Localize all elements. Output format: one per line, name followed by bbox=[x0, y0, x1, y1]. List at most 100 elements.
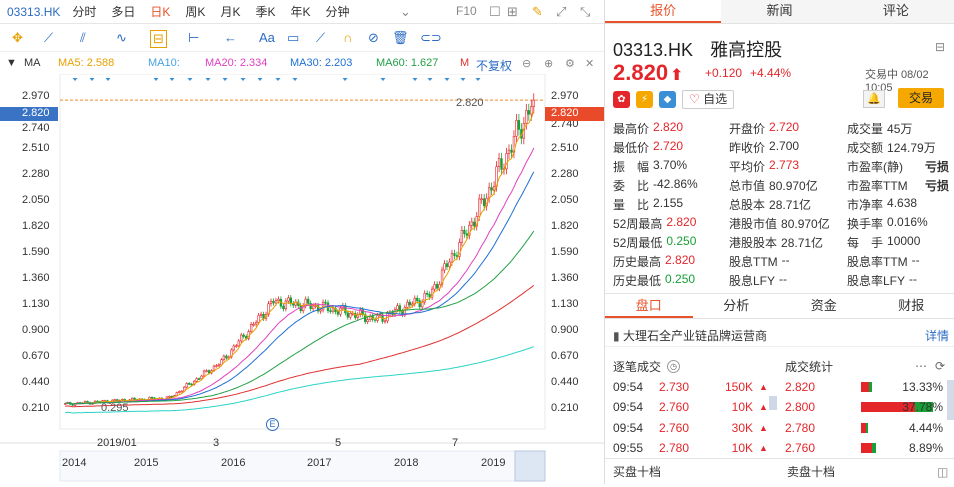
channel-tool-icon[interactable]: ⫽ bbox=[80, 30, 86, 46]
stat-value: 2.773 bbox=[769, 158, 799, 175]
watchlist-button[interactable]: ♡ 自选 bbox=[682, 90, 734, 109]
tab-financials[interactable]: 财报 bbox=[868, 294, 954, 318]
tab-funds[interactable]: 资金 bbox=[780, 294, 868, 318]
candle-body bbox=[449, 262, 451, 267]
scrollbar-thumb-right[interactable] bbox=[947, 380, 954, 420]
x-label: 5 bbox=[335, 437, 341, 449]
event-dot bbox=[381, 78, 386, 81]
close-icon[interactable]: ✕ bbox=[585, 57, 594, 70]
candle-body bbox=[451, 254, 453, 263]
trade-button[interactable]: 交易 bbox=[898, 88, 944, 108]
candle-body bbox=[511, 150, 513, 152]
stock-title: 03313.HK 雅高控股 bbox=[613, 36, 782, 62]
minus-icon[interactable]: ⊖ bbox=[522, 57, 531, 70]
kline-chart[interactable]: 2.970 2.740 2.510 2.280 2.050 1.820 1.59… bbox=[0, 74, 604, 484]
y-tick-left: 0.670 bbox=[22, 350, 50, 362]
tab-comments[interactable]: 评论 bbox=[838, 0, 954, 23]
event-dot bbox=[343, 78, 348, 81]
sell-depth-tab[interactable]: 卖盘十档 bbox=[787, 463, 835, 480]
settings-icon[interactable]: ⚙ bbox=[565, 57, 575, 70]
alert-button[interactable]: 🔔 bbox=[863, 90, 885, 108]
stat-label: 换手率 bbox=[847, 215, 883, 232]
arrow-tool-icon[interactable]: ← bbox=[224, 30, 237, 45]
expand-icon[interactable]: ⤢ bbox=[556, 4, 566, 20]
collapse-indicator-icon[interactable]: ▼ bbox=[6, 57, 17, 69]
f10-button[interactable]: F10 bbox=[456, 4, 477, 18]
wave-tool-icon[interactable]: ∿ bbox=[116, 30, 127, 46]
tab-daily-k[interactable]: 日K bbox=[150, 3, 170, 20]
tab-analysis[interactable]: 分析 bbox=[693, 294, 781, 318]
ma5-line bbox=[65, 111, 534, 404]
volume-stat-bar-sell bbox=[872, 443, 876, 453]
event-marker[interactable]: E bbox=[266, 418, 279, 431]
tab-intraday[interactable]: 分时 bbox=[72, 3, 96, 20]
candle-body bbox=[516, 120, 518, 136]
trash-icon[interactable]: 🗑 bbox=[392, 30, 409, 46]
hide-icon[interactable]: ⊘ bbox=[368, 30, 379, 46]
company-brief: ▮ 大理石全产业链品牌运营商 详情 bbox=[613, 327, 949, 344]
tab-monthly-k[interactable]: 月K bbox=[220, 3, 240, 20]
price-change-pct: +4.44% bbox=[750, 66, 791, 80]
volume-stat-pct: 8.89% bbox=[909, 441, 943, 455]
magnet-icon[interactable]: ∩ bbox=[343, 30, 352, 45]
up-triangle-icon: ▲ bbox=[759, 443, 768, 453]
y-tick-right: 1.130 bbox=[551, 298, 579, 310]
stock-name: 雅高控股 bbox=[710, 40, 782, 60]
chevron-down-icon[interactable]: ⌄ bbox=[400, 4, 411, 20]
tab-news[interactable]: 新闻 bbox=[721, 0, 837, 23]
indicator-bar: ▼ MA MA5: 2.588 MA10: MA20: 2.334 MA30: … bbox=[0, 53, 604, 73]
tab-orderbook[interactable]: 盘口 bbox=[605, 294, 693, 318]
stat-value: 2.720 bbox=[769, 120, 799, 137]
event-dot bbox=[206, 78, 211, 81]
overview-window bbox=[515, 451, 545, 481]
up-triangle-icon: ▲ bbox=[759, 382, 768, 392]
fib-tool-icon[interactable]: ⊟ bbox=[150, 30, 167, 48]
grid-icon[interactable]: ⊞ bbox=[507, 4, 518, 20]
link-icon[interactable]: ⊂⊃ bbox=[420, 30, 442, 46]
plus-icon[interactable]: ⊕ bbox=[544, 57, 553, 70]
text-tool-button[interactable]: Aa bbox=[259, 30, 275, 45]
volume-stat-pct: 13.33% bbox=[902, 380, 943, 394]
tab-minute[interactable]: 分钟 bbox=[325, 3, 349, 20]
kline-svg[interactable] bbox=[0, 74, 604, 484]
minimize-icon[interactable]: ⊟ bbox=[935, 40, 945, 54]
ma-label[interactable]: MA bbox=[24, 57, 41, 69]
tab-weekly-k[interactable]: 周K bbox=[185, 3, 205, 20]
candle-body bbox=[501, 159, 503, 170]
y-tick-left: 2.050 bbox=[22, 194, 50, 206]
more-icon[interactable]: ⋯ bbox=[915, 359, 927, 373]
tab-quote[interactable]: 报价 bbox=[605, 0, 721, 23]
period-tabs: 03313.HK 分时 多日 日K 周K 月K 季K 年K 分钟 ⌄ F10 ☐… bbox=[0, 0, 604, 24]
panel-toggle-icon[interactable]: ◫ bbox=[937, 465, 948, 479]
price-tag-right: 2.820 bbox=[545, 107, 604, 121]
refresh-icon[interactable]: ⟳ bbox=[935, 359, 945, 373]
clock-icon[interactable]: ◷ bbox=[667, 360, 680, 373]
ruler-icon[interactable]: ⟋ bbox=[316, 30, 325, 46]
tab-multiday[interactable]: 多日 bbox=[111, 3, 135, 20]
stat-value: 45万 bbox=[887, 120, 912, 137]
tab-yearly-k[interactable]: 年K bbox=[290, 3, 310, 20]
event-dot bbox=[241, 78, 246, 81]
tab-quarterly-k[interactable]: 季K bbox=[255, 3, 275, 20]
collapse-icon[interactable]: ⤡ bbox=[580, 4, 590, 20]
buy-depth-tab[interactable]: 买盘十档 bbox=[613, 463, 661, 480]
stat-label: 港股市值 bbox=[729, 215, 777, 232]
measure-tool-icon[interactable]: ⊢ bbox=[188, 30, 199, 46]
line-tool-icon[interactable]: ⟋ bbox=[44, 30, 53, 46]
adjust-mode-select[interactable]: 不复权 bbox=[476, 57, 512, 74]
crosshair-icon[interactable]: ✥ bbox=[12, 30, 23, 46]
comment-icon[interactable]: ▭ bbox=[287, 30, 299, 46]
scrollbar-thumb[interactable] bbox=[769, 396, 777, 410]
event-dot bbox=[170, 78, 175, 81]
layout-icon[interactable]: ☐ bbox=[489, 4, 501, 20]
details-link[interactable]: 详情 bbox=[925, 327, 949, 344]
candle-body bbox=[168, 396, 170, 397]
pencil-icon[interactable]: ✎ bbox=[532, 4, 543, 20]
x-label: 7 bbox=[452, 437, 458, 449]
